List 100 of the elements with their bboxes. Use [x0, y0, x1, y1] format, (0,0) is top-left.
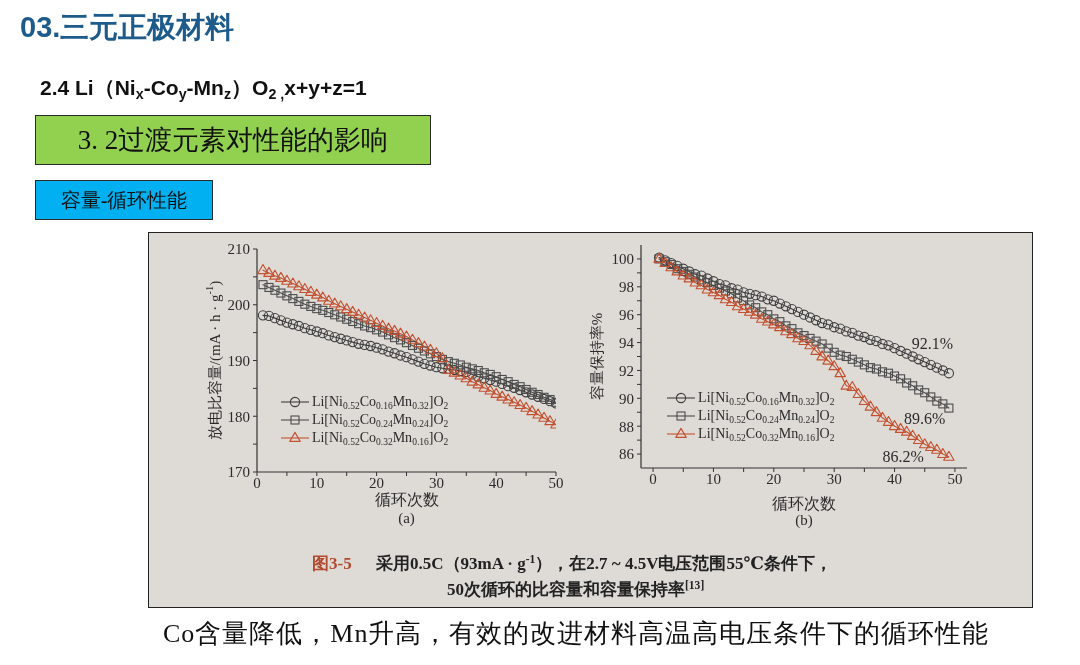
x-tick-label: 30	[428, 474, 444, 491]
point	[798, 335, 810, 346]
point	[738, 287, 749, 298]
point	[919, 356, 930, 368]
point	[358, 311, 371, 322]
point	[683, 272, 696, 283]
point	[413, 343, 424, 353]
point	[430, 347, 443, 358]
point	[727, 289, 737, 299]
point	[544, 415, 556, 426]
point	[484, 384, 496, 395]
point	[263, 310, 275, 322]
point	[896, 374, 906, 384]
text: 03.三元正极材料	[20, 10, 235, 45]
point	[931, 443, 943, 454]
point	[312, 304, 322, 314]
point	[755, 312, 768, 323]
point	[270, 285, 280, 295]
x-axis-title: 循环次数	[772, 494, 836, 512]
point	[840, 379, 853, 390]
point	[258, 280, 268, 290]
point	[876, 411, 889, 422]
point	[425, 349, 435, 359]
point	[305, 324, 316, 335]
point	[287, 319, 299, 330]
point	[701, 283, 714, 294]
point	[835, 350, 845, 360]
point	[737, 302, 750, 314]
point	[829, 322, 840, 333]
point	[805, 333, 815, 343]
point	[798, 309, 810, 320]
point	[460, 372, 473, 383]
point	[323, 294, 335, 305]
text: 2.4 Li（Ni$_{x}$-Co$_{y}$-Mn$_{z}$）O$_{2 ,}$x+y+z=1	[40, 76, 367, 102]
point	[877, 338, 888, 350]
point	[810, 315, 822, 326]
x-tick-label: 30	[826, 470, 842, 487]
point	[775, 317, 785, 327]
x-tick-label: 50	[947, 470, 963, 487]
point	[407, 340, 418, 350]
point	[526, 405, 538, 416]
point	[768, 295, 779, 306]
point	[425, 360, 436, 371]
point	[858, 394, 871, 406]
point	[257, 310, 269, 321]
point	[943, 450, 955, 461]
point	[743, 305, 756, 316]
point	[532, 408, 544, 419]
y-tick-label: 92	[619, 362, 634, 379]
point	[925, 359, 936, 371]
point	[275, 315, 287, 326]
point	[847, 354, 857, 364]
point	[689, 276, 702, 287]
point	[883, 368, 894, 378]
point	[508, 396, 520, 407]
point	[696, 275, 706, 285]
y-tick-label: 210	[227, 241, 250, 258]
point	[786, 328, 798, 339]
point	[696, 270, 707, 281]
point	[822, 354, 834, 365]
point	[419, 358, 430, 369]
point	[829, 347, 839, 357]
point	[365, 340, 376, 352]
y-tick-label: 190	[227, 352, 250, 369]
point	[870, 406, 883, 417]
point	[841, 351, 851, 362]
point	[769, 314, 779, 324]
point	[895, 345, 906, 357]
point	[419, 346, 429, 356]
y-tick-label: 200	[227, 297, 250, 314]
point	[275, 271, 287, 282]
point	[340, 303, 353, 314]
text: 采用0.5C（93mA · g$^{-1}$），在2.7 ~ 4.5V电压范围55℃条件下，	[376, 552, 832, 573]
point	[479, 373, 490, 384]
point	[269, 269, 281, 280]
point	[865, 363, 875, 373]
point	[467, 364, 477, 374]
point	[354, 319, 364, 329]
point	[733, 293, 743, 303]
point	[306, 301, 316, 311]
point	[877, 367, 888, 377]
point	[538, 411, 550, 422]
point	[382, 322, 395, 333]
point	[811, 336, 821, 346]
point	[335, 333, 346, 344]
point	[378, 327, 388, 337]
point	[792, 306, 804, 318]
point	[346, 305, 359, 316]
point	[413, 356, 424, 367]
point	[925, 440, 937, 452]
point	[726, 283, 737, 294]
point	[300, 299, 310, 309]
point	[713, 289, 726, 300]
point	[804, 339, 816, 350]
point	[412, 337, 425, 348]
point	[334, 300, 347, 311]
point	[287, 277, 299, 288]
point	[846, 381, 859, 392]
point	[352, 308, 365, 319]
point	[907, 351, 918, 362]
